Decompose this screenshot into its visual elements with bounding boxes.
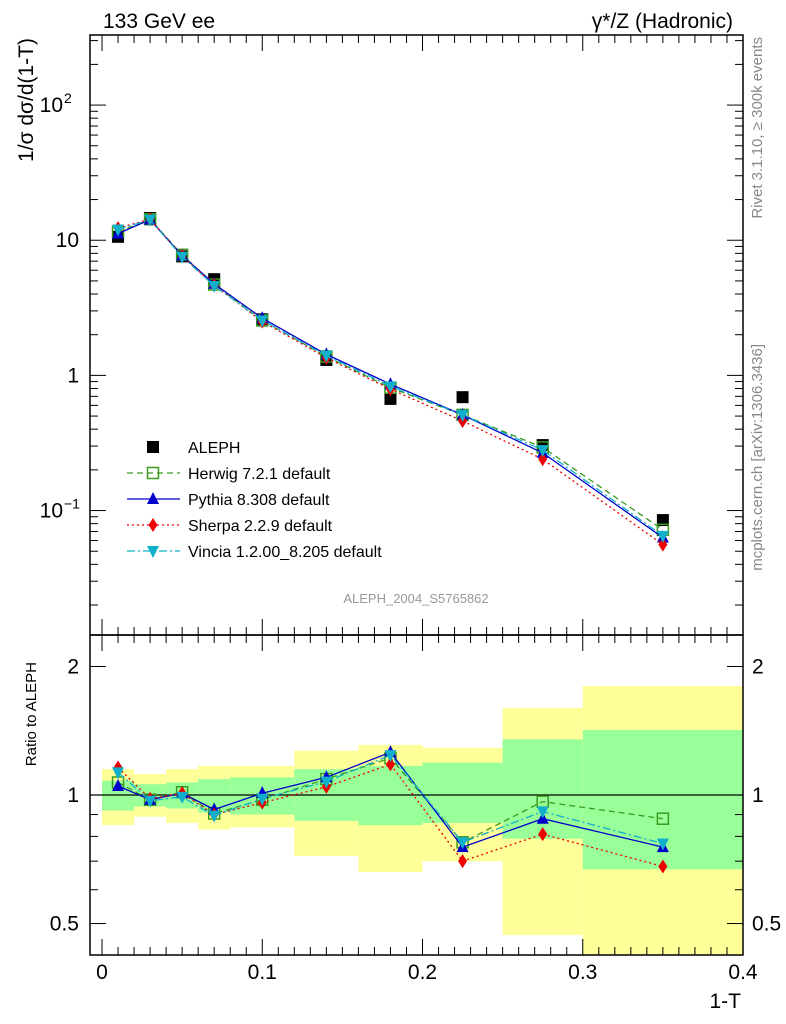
ratio-y-tick-label-right: 0.5 [752, 913, 781, 936]
main-data-point [384, 381, 397, 394]
ratio-x-tick-label: 0.4 [728, 961, 758, 984]
ratio-band-inner [422, 762, 503, 823]
ratio-x-tick-label: 0.2 [408, 961, 437, 984]
legend-label: Herwig 7.2.1 default [188, 466, 331, 483]
ratio-data-point [658, 859, 668, 874]
legend-marker [147, 441, 159, 453]
ratio-y-tick-label: 1 [67, 784, 79, 807]
legend-label: ALEPH [188, 440, 240, 457]
legend-marker [148, 518, 158, 532]
ratio-data-point [144, 795, 157, 808]
legend-entry: Vincia 1.2.00_8.205 default [127, 544, 382, 561]
main-ylabel: 1/σ dσ/d(1-T) [15, 38, 38, 162]
ratio-data-point [256, 793, 269, 806]
ratio-ylabel: Ratio to ALEPH [23, 662, 40, 766]
ratio-data-point [112, 767, 125, 780]
ratio-panel: 0.5 0.5 1 1 2 2 0 0.1 0.2 0.3 0.4 Ratio to ALEPH 1… [23, 634, 781, 1013]
main-data-point [656, 514, 669, 527]
main-series-line [117, 218, 664, 539]
legend-marker [147, 546, 159, 558]
ratio-series-line [117, 754, 664, 845]
main-data-point [256, 315, 269, 328]
ratio-xlabel: 1-T [710, 990, 742, 1013]
ratio-x-tick-label: 0 [96, 961, 108, 984]
legend-label: Sherpa 2.2.9 default [188, 518, 333, 535]
main-data-point [320, 350, 333, 363]
main-series-line [117, 218, 664, 537]
main-data-point [208, 280, 221, 293]
main-data-point [144, 214, 157, 227]
ratio-y-tick-label-right: 1 [752, 784, 764, 807]
legend-entry: ALEPH [147, 440, 240, 457]
ratio-data-point [384, 750, 397, 763]
ratio-y-tick-label: 2 [67, 655, 79, 678]
ratio-data-point [385, 757, 395, 772]
main-y-tick-exponent: 2 [64, 90, 72, 106]
legend-label: Vincia 1.2.00_8.205 default [188, 544, 382, 561]
title-left: 133 GeV ee [103, 10, 215, 33]
main-series-1 [111, 212, 670, 537]
legend-marker [147, 492, 159, 504]
ratio-data-point [456, 837, 469, 850]
legend-entry: Herwig 7.2.1 default [127, 466, 331, 483]
ratio-data-point [112, 778, 125, 791]
mcplots-label: mcplots.cern.ch [arXiv:1306.3436] [749, 344, 766, 571]
ratio-series-line [117, 763, 664, 868]
legend-marker [146, 466, 160, 480]
main-data-point [658, 537, 668, 552]
ratio-x-tick-label: 0.1 [248, 961, 277, 984]
main-data-point [112, 224, 125, 237]
title-right: γ*/Z (Hadronic) [592, 10, 733, 33]
main-data-point [384, 392, 397, 405]
ratio-series [111, 745, 670, 874]
ratio-band-inner [502, 739, 583, 839]
ratio-ticks: 0.5 0.5 1 1 2 2 0 0.1 0.2 0.3 0.4 [50, 635, 781, 984]
main-y-tick-label: 10 [40, 500, 63, 523]
ratio-data-point [536, 806, 549, 819]
main-data-point [176, 251, 189, 264]
ratio-x-tick-label: 0.3 [568, 961, 597, 984]
main-data-point [536, 445, 549, 458]
ratio-y-tick-label-right: 2 [752, 655, 764, 678]
ratio-data-point [656, 838, 669, 851]
ratio-data-point [538, 827, 548, 842]
analysis-label: ALEPH_2004_S5765862 [343, 591, 488, 606]
ratio-data-point [208, 810, 221, 823]
ratio-y-tick-label: 0.5 [50, 913, 79, 936]
main-y-tick-exponent: −1 [64, 496, 80, 512]
main-data-point [538, 452, 548, 467]
main-series-line [117, 218, 664, 531]
main-data-point [656, 530, 669, 543]
rivet-label: Rivet 3.1.10, ≥ 300k events [749, 37, 766, 219]
main-y-tick-label: 10 [40, 94, 63, 117]
ratio-series-3 [112, 750, 669, 851]
main-series-4 [112, 214, 669, 543]
ratio-data-point [458, 854, 468, 869]
legend: ALEPH Herwig 7.2.1 default Pythia 8.308 de… [127, 440, 382, 561]
ratio-data-point [176, 791, 189, 804]
main-series [111, 212, 670, 552]
main-y-tick-label: 1 [67, 364, 79, 387]
legend-entry: Pythia 8.308 default [127, 492, 330, 509]
main-data-point [456, 391, 469, 404]
legend-entry: Sherpa 2.2.9 default [127, 518, 333, 535]
ratio-bands [102, 686, 743, 955]
main-y-tick-label: 10 [56, 229, 79, 252]
legend-label: Pythia 8.308 default [188, 492, 330, 509]
main-data-point [456, 409, 469, 422]
ratio-data-point [656, 812, 670, 825]
ratio-data-point [320, 776, 333, 789]
